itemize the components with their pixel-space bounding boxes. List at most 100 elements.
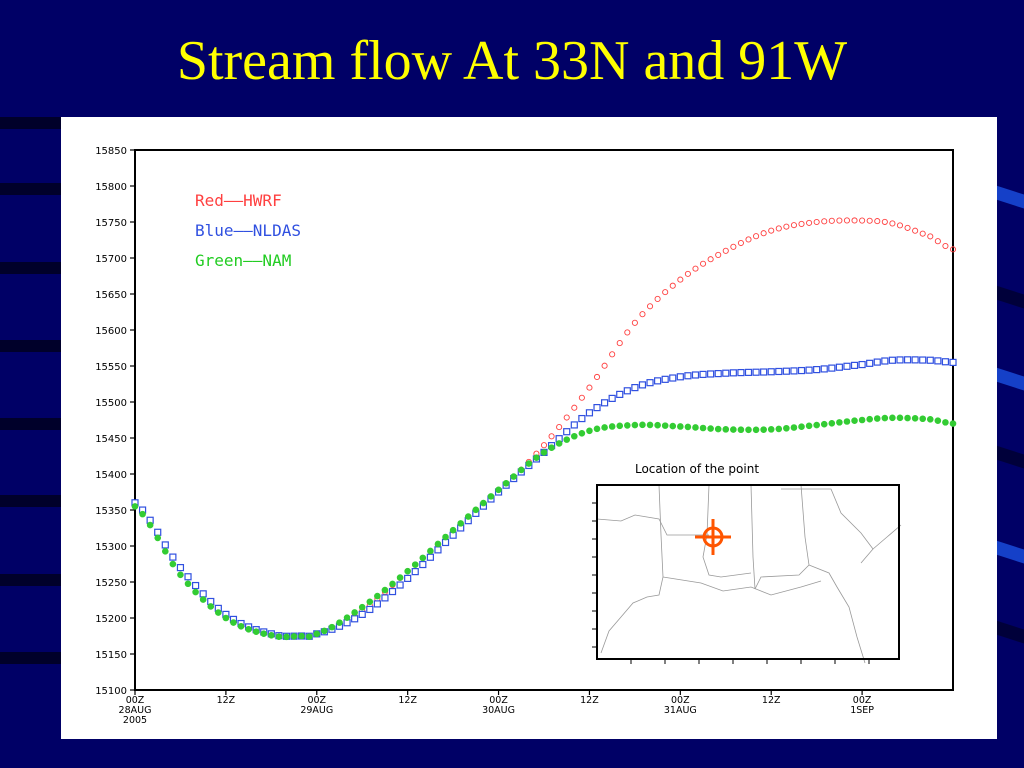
data-point-nldas xyxy=(638,381,647,389)
data-point-hwrf xyxy=(578,394,585,401)
data-point-nam xyxy=(699,424,707,432)
x-tick-label: 12Z xyxy=(762,695,781,706)
data-point-nam xyxy=(283,633,290,641)
slide-stripe xyxy=(0,340,62,352)
data-point-nam xyxy=(510,473,518,480)
data-point-hwrf xyxy=(692,265,699,272)
location-marker xyxy=(695,519,731,555)
data-point-nam xyxy=(578,429,586,437)
plot-frame xyxy=(134,149,954,691)
data-point-nldas xyxy=(631,384,639,392)
data-point-nam xyxy=(434,540,442,548)
y-tick-label: 15150 xyxy=(95,650,127,661)
data-point-nldas xyxy=(161,541,169,549)
series-nam xyxy=(131,414,957,641)
data-point-nam xyxy=(843,418,851,425)
data-point-nam xyxy=(624,422,631,429)
data-point-hwrf xyxy=(790,222,797,229)
x-tick-label: 00Z xyxy=(489,695,508,706)
data-point-hwrf xyxy=(745,236,752,243)
data-point-hwrf xyxy=(942,242,949,250)
data-point-nam xyxy=(570,432,578,440)
data-point-nam xyxy=(207,603,215,610)
data-point-nam xyxy=(404,567,411,575)
data-point-hwrf xyxy=(919,230,926,237)
data-point-nam xyxy=(343,614,351,621)
data-point-hwrf xyxy=(806,219,813,226)
data-point-nldas xyxy=(585,409,594,417)
data-point-hwrf xyxy=(639,311,646,318)
data-point-nam xyxy=(563,436,571,443)
x-tick-label: 28AUG xyxy=(119,705,152,716)
data-point-nam xyxy=(593,425,601,433)
data-point-nam xyxy=(305,633,313,640)
data-point-nldas xyxy=(828,364,836,372)
data-point-nldas xyxy=(797,366,806,375)
data-point-nam xyxy=(464,513,472,520)
data-point-nam xyxy=(237,622,245,630)
data-point-nldas xyxy=(570,421,578,429)
slide-accent-stripe xyxy=(996,540,1024,564)
data-point-nam xyxy=(275,633,283,640)
data-point-nam xyxy=(351,609,358,616)
data-point-nldas xyxy=(714,369,722,378)
data-point-nam xyxy=(442,533,449,541)
data-point-nam xyxy=(586,427,593,435)
slide-accent-stripe xyxy=(996,620,1024,644)
y-tick-label: 15100 xyxy=(95,686,127,697)
data-point-nldas xyxy=(775,367,783,376)
data-point-nam xyxy=(169,560,177,568)
slide-stripe xyxy=(0,262,62,274)
data-point-hwrf xyxy=(684,270,691,277)
data-point-nam xyxy=(616,422,624,430)
data-point-nam xyxy=(783,424,790,432)
data-point-nldas xyxy=(926,356,934,364)
data-point-nam xyxy=(760,426,767,433)
data-point-nldas xyxy=(858,360,866,369)
data-point-nldas xyxy=(805,366,813,374)
data-point-nam xyxy=(555,440,563,447)
data-point-nam xyxy=(396,574,404,581)
data-point-nam xyxy=(298,632,305,640)
data-point-nldas xyxy=(191,581,200,590)
data-point-nldas xyxy=(843,362,851,370)
data-point-hwrf xyxy=(593,373,601,381)
data-point-hwrf xyxy=(730,243,737,250)
data-point-nldas xyxy=(184,573,192,581)
data-point-hwrf xyxy=(821,218,828,225)
y-tick-label: 15450 xyxy=(95,434,127,445)
data-point-hwrf xyxy=(715,251,722,258)
x-tick-label: 00Z xyxy=(307,695,326,706)
data-point-nldas xyxy=(813,366,821,374)
data-point-nam xyxy=(911,415,919,422)
data-point-nldas xyxy=(661,375,669,383)
data-point-nam xyxy=(146,521,154,529)
data-point-nldas xyxy=(752,368,760,376)
y-tick-label: 15500 xyxy=(95,398,127,409)
data-point-nldas xyxy=(623,387,631,395)
data-point-nldas xyxy=(699,370,707,379)
data-point-hwrf xyxy=(586,384,593,391)
data-point-nldas xyxy=(434,546,442,554)
data-point-hwrf xyxy=(912,227,919,234)
data-point-nam xyxy=(722,426,730,433)
data-point-hwrf xyxy=(601,362,608,369)
inset-axis-ticks xyxy=(592,502,870,664)
data-point-nldas xyxy=(411,568,419,576)
data-point-nam xyxy=(502,479,510,487)
x-tick-label: 00Z xyxy=(126,695,145,706)
data-point-nldas xyxy=(441,538,450,547)
y-tick-label: 15800 xyxy=(95,182,127,193)
data-point-nam xyxy=(252,628,260,636)
data-point-nam xyxy=(389,580,396,588)
data-point-nldas xyxy=(919,356,927,364)
data-point-nam xyxy=(457,520,464,527)
x-tick-label: 31AUG xyxy=(664,705,697,716)
data-point-nam xyxy=(805,422,813,430)
data-point-nam xyxy=(374,592,381,600)
data-point-nldas xyxy=(616,390,624,398)
data-point-nam xyxy=(321,627,328,635)
data-point-nam xyxy=(669,422,677,430)
data-point-nam xyxy=(533,454,540,461)
x-tick-label: 12Z xyxy=(580,695,599,706)
